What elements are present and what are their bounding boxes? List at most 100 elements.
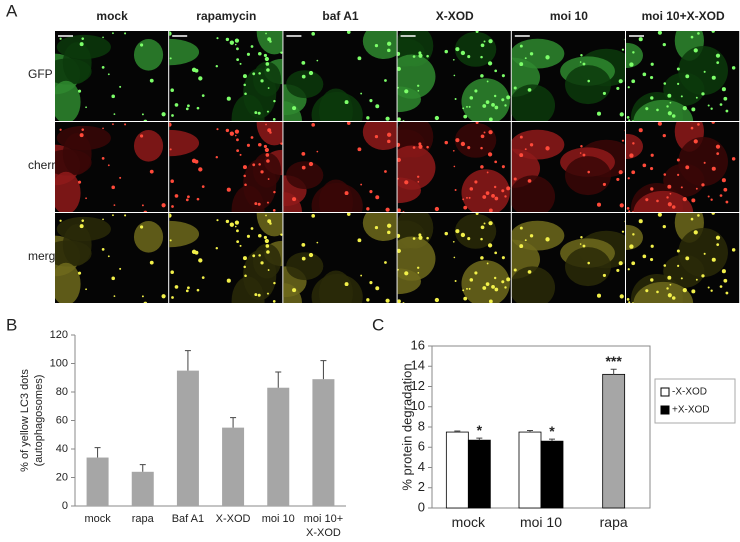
dot xyxy=(632,233,635,236)
dot xyxy=(485,191,490,195)
dot xyxy=(267,128,272,133)
dot xyxy=(252,254,256,258)
dot xyxy=(369,281,373,285)
bar xyxy=(602,373,626,509)
dot xyxy=(174,194,179,198)
dot xyxy=(265,244,270,248)
dot xyxy=(529,52,534,56)
cell xyxy=(461,169,510,212)
cells xyxy=(169,213,283,303)
dot xyxy=(234,220,240,225)
dot xyxy=(642,72,647,77)
dot xyxy=(246,143,251,147)
dot xyxy=(369,190,373,194)
dot xyxy=(186,104,190,108)
dot xyxy=(113,204,116,206)
dot xyxy=(397,208,401,212)
cell xyxy=(286,70,324,99)
micrograph xyxy=(397,122,511,212)
error-bar xyxy=(527,430,533,433)
micrograph xyxy=(397,31,511,121)
cell xyxy=(256,31,283,55)
cell xyxy=(511,220,565,251)
dot xyxy=(316,59,319,62)
cells xyxy=(169,31,283,121)
dot xyxy=(260,261,264,265)
dot xyxy=(243,174,246,178)
dot xyxy=(236,149,240,153)
dot xyxy=(624,129,625,132)
dot xyxy=(264,238,269,244)
panel-label: B xyxy=(6,315,17,334)
cell xyxy=(397,236,436,281)
dot xyxy=(596,293,602,298)
dot xyxy=(650,278,654,282)
dot xyxy=(682,287,687,293)
dot xyxy=(486,171,489,174)
dot xyxy=(273,99,276,103)
dot xyxy=(626,115,630,119)
dot xyxy=(616,177,620,181)
dot xyxy=(308,161,314,167)
dot xyxy=(272,300,276,303)
dot xyxy=(316,150,319,153)
dot xyxy=(246,234,251,238)
x-tick-label: moi 10+ X-XOD xyxy=(303,513,344,539)
dot xyxy=(140,43,144,47)
cell xyxy=(231,94,265,121)
dot xyxy=(488,117,493,121)
cells xyxy=(397,213,511,303)
dot xyxy=(719,285,723,288)
cell xyxy=(256,213,283,237)
dot xyxy=(216,219,219,222)
dot xyxy=(469,278,474,282)
dot xyxy=(418,51,422,55)
cell xyxy=(286,161,324,190)
dot xyxy=(721,87,726,92)
dot xyxy=(111,185,115,190)
dot xyxy=(85,288,87,291)
dot xyxy=(662,224,666,229)
panel-label: C xyxy=(372,315,384,334)
error-bar xyxy=(320,360,327,380)
dot xyxy=(697,123,700,126)
dot xyxy=(455,229,460,234)
error-bar xyxy=(549,438,555,442)
dot xyxy=(418,53,423,58)
dot xyxy=(667,111,672,116)
dot xyxy=(524,148,527,151)
legend-label: -X-XOD xyxy=(672,387,707,398)
dot xyxy=(693,139,698,144)
dot xyxy=(265,62,270,66)
micrograph xyxy=(283,31,397,121)
y-tick-label: 40 xyxy=(56,443,68,455)
dot xyxy=(85,197,87,200)
dot xyxy=(236,58,240,62)
dot xyxy=(666,105,669,108)
dot xyxy=(385,116,390,121)
dot xyxy=(272,118,276,121)
dot xyxy=(397,117,401,121)
dot xyxy=(402,302,405,303)
dot xyxy=(506,95,511,100)
dot xyxy=(618,170,623,175)
dot xyxy=(141,295,144,298)
dot xyxy=(215,64,219,68)
dot xyxy=(369,99,373,103)
cells xyxy=(55,214,166,303)
dot xyxy=(545,146,550,151)
cells xyxy=(283,31,397,121)
dot xyxy=(426,236,429,240)
dot xyxy=(632,51,635,54)
cell xyxy=(362,213,397,241)
micrograph xyxy=(169,31,283,121)
dot xyxy=(386,223,392,228)
dot xyxy=(474,180,478,184)
dot xyxy=(579,152,582,154)
dot xyxy=(112,32,114,35)
dot xyxy=(506,277,511,282)
cells xyxy=(511,129,625,212)
cell xyxy=(461,260,510,303)
dot xyxy=(246,52,251,56)
dot xyxy=(244,92,247,96)
